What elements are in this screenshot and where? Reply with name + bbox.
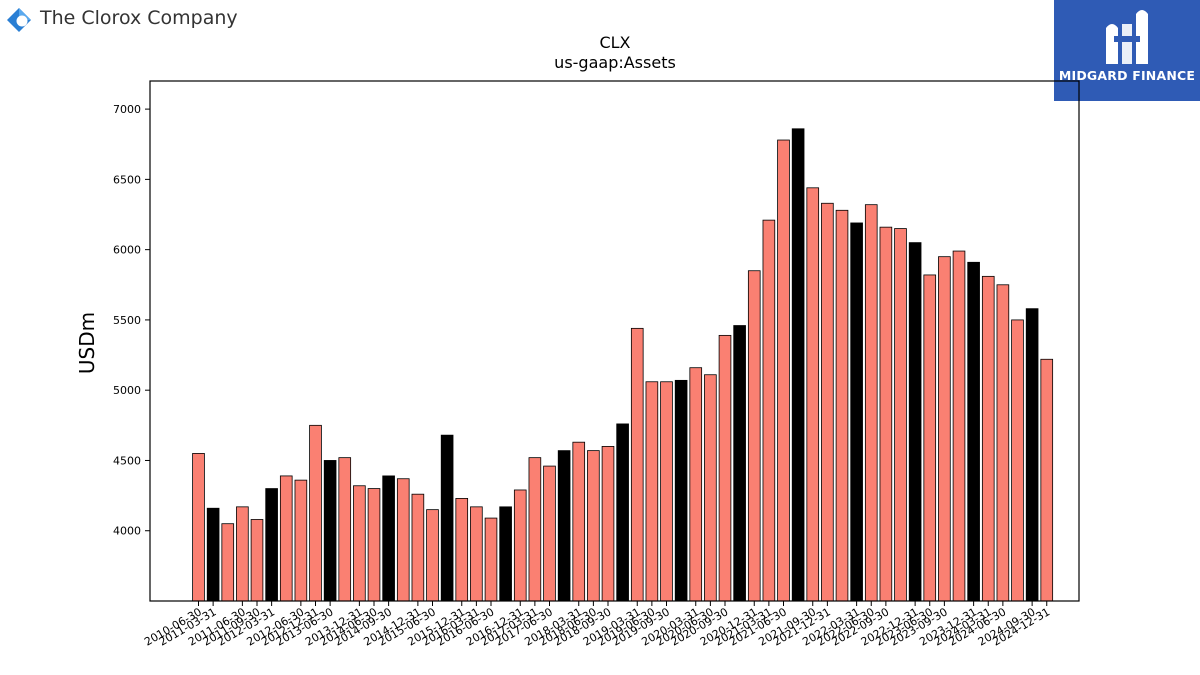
y-tick-label: 7000 [113,103,141,116]
bar [923,274,937,602]
y-tick-label: 4000 [113,525,141,538]
bar [221,523,235,602]
bar [411,493,425,602]
bar [265,488,278,602]
plot-frame [149,80,1080,602]
midgard-logo-icon [1106,10,1148,64]
bar [192,453,205,602]
bar [513,489,527,602]
clorox-logo-icon [7,8,31,32]
bar [645,381,659,602]
bar [382,475,395,602]
bar [396,478,410,602]
bar [572,441,586,602]
bar [499,506,512,602]
bar [1025,308,1039,602]
bar [250,519,264,602]
bar [762,219,776,602]
bar [353,485,366,602]
chart-subtitle: us-gaap:Assets [554,53,676,72]
bar [850,222,863,602]
bar [338,457,352,602]
bar [674,379,688,602]
bar [718,334,732,602]
bar [835,209,849,602]
bar [279,475,293,602]
bar [952,250,966,602]
bar [689,367,703,602]
bar [426,509,439,602]
y-tick-label: 6500 [113,173,141,186]
bar [864,204,878,602]
bar [704,374,717,602]
y-tick-label: 4500 [113,454,141,467]
bar [908,242,922,602]
bar [484,517,498,602]
midgard-brand-name: MIDGARD FINANCE [1058,68,1196,83]
midgard-brand-box: MIDGARD FINANCE [1054,0,1200,101]
bar [367,488,381,602]
bar [236,506,249,602]
bar [587,450,600,602]
bar [938,256,951,602]
bar [894,228,907,602]
bar [806,187,820,602]
bar [616,423,629,602]
bar [791,128,805,602]
bar [1011,319,1024,602]
bar [821,202,834,602]
y-tick-label: 5000 [113,384,141,397]
company-name: The Clorox Company [40,7,238,29]
bar [294,479,308,602]
y-tick-label: 6000 [113,244,141,257]
bar [206,507,220,602]
bar [879,226,893,602]
bar [323,460,337,602]
bar [967,261,980,602]
bar [455,498,469,602]
bar [440,434,454,602]
bar [981,275,995,602]
bar [1040,358,1054,602]
y-tick-label: 5500 [113,314,141,327]
bar [528,457,542,602]
bar [996,284,1010,602]
bar [630,327,644,602]
bar [601,446,615,602]
bar [733,325,746,602]
bar [660,381,673,602]
bar [543,465,556,602]
bar [470,506,483,602]
chart-title: CLX [599,33,630,52]
bar [557,450,571,602]
y-axis-label: USDm [75,312,99,374]
bar [309,424,322,602]
bar [747,270,761,602]
bar [777,139,790,602]
